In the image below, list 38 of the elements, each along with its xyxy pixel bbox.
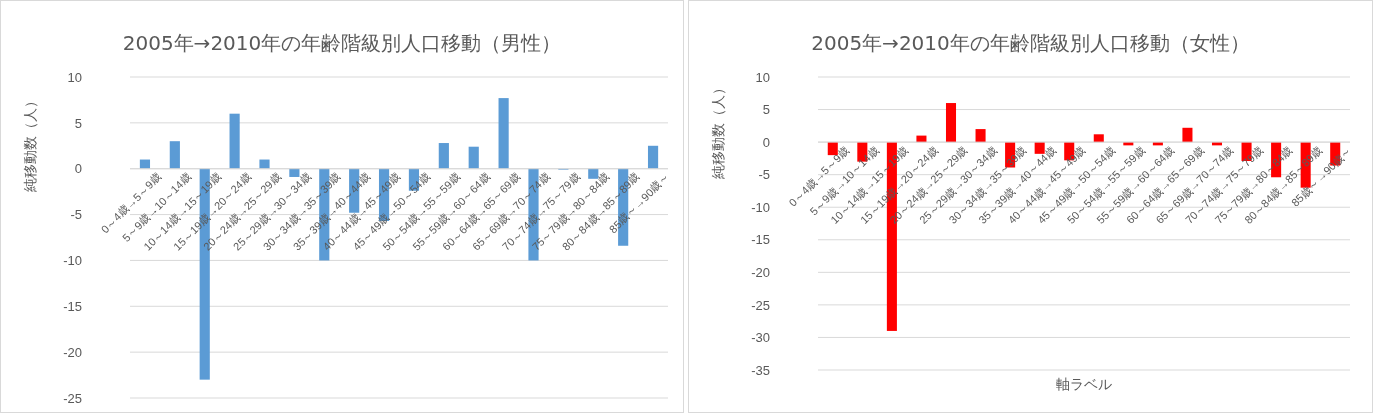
y-tick-label: 0: [74, 161, 82, 177]
bar: [827, 142, 838, 156]
bar: [647, 145, 659, 169]
y-tick-label: -15: [63, 298, 82, 314]
y-tick-label: -10: [63, 253, 82, 269]
y-tick-label: -25: [63, 390, 82, 406]
y-tick-label: 10: [755, 69, 770, 85]
y-tick-label: -20: [63, 344, 82, 360]
y-tick-label: 10: [67, 69, 82, 85]
bar: [438, 143, 449, 169]
y-axis-title: 純移動数（人）: [710, 80, 726, 179]
bar: [169, 141, 180, 169]
y-tick-label: 0: [762, 134, 770, 150]
y-tick-label: 5: [74, 115, 82, 131]
bar: [289, 168, 300, 177]
bar: [975, 129, 986, 143]
y-tick-label: -25: [751, 297, 770, 313]
y-tick-label: -30: [751, 330, 770, 346]
bar: [498, 98, 509, 169]
chart-title: 2005年→2010年の年齢階級別人口移動（女性）: [811, 31, 1250, 55]
y-tick-label: -15: [751, 232, 770, 248]
bar: [1182, 127, 1193, 143]
bar: [259, 159, 270, 169]
y-tick-label: -35: [751, 362, 770, 378]
bar: [1034, 142, 1045, 154]
y-tick-label: -5: [758, 167, 770, 183]
y-tick-label: -10: [751, 199, 770, 215]
bar: [468, 146, 479, 169]
x-axis-title: 軸ラベル: [1056, 376, 1112, 392]
chart-title: 2005年→2010年の年齢階級別人口移動（男性）: [122, 31, 562, 55]
bar: [1093, 134, 1104, 143]
bar: [588, 168, 599, 179]
y-tick-label: -20: [751, 264, 770, 280]
bar: [945, 103, 957, 143]
bar: [229, 113, 240, 169]
y-tick-label: 5: [762, 102, 770, 118]
y-tick-label: -5: [70, 207, 82, 223]
y-axis-title: 純移動数（人）: [22, 93, 38, 192]
